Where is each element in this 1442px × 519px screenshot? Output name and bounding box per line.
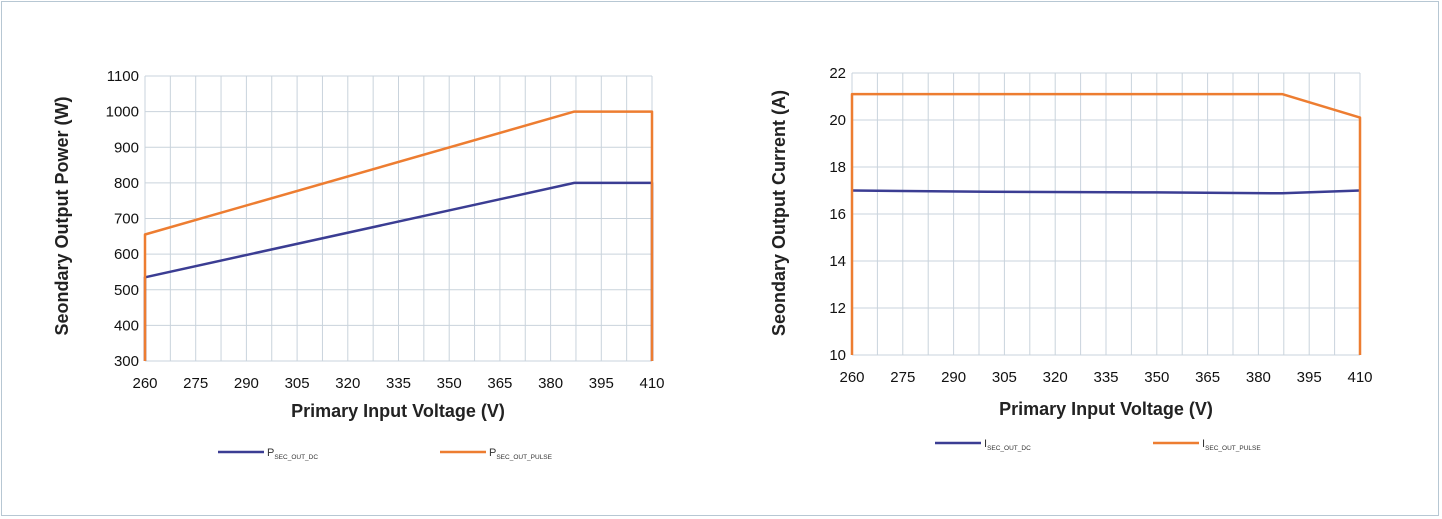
- x-tick-label: 395: [1297, 369, 1322, 386]
- y-tick-label: 600: [114, 246, 139, 263]
- x-tick-label: 350: [1144, 369, 1169, 386]
- y-axis-title: Seondary Output Power (W): [52, 96, 72, 335]
- x-tick-labels: 260 275 290 305 320 335 350 365 380 395 410: [839, 369, 1372, 386]
- series-line-sec-out-pulse: [143, 110, 654, 361]
- x-tick-label: 320: [1043, 369, 1068, 386]
- x-axis-title: Primary Input Voltage (V): [999, 399, 1213, 419]
- grid: [144, 75, 653, 362]
- x-tick-label: 335: [386, 375, 411, 392]
- legend-label: ISEC_OUT_PULSE: [1202, 438, 1261, 452]
- legend-label: PSEC_OUT_PULSE: [489, 447, 553, 461]
- y-tick-label: 22: [829, 65, 846, 82]
- legend: ISEC_OUT_DC ISEC_OUT_PULSE: [935, 438, 1261, 452]
- y-tick-label: 16: [829, 206, 846, 223]
- y-tick-label: 1000: [106, 104, 139, 121]
- x-tick-label: 350: [437, 375, 462, 392]
- series-lines: [850, 92, 1362, 355]
- y-tick-labels: 10 12 14 16 18 20 22: [829, 65, 846, 364]
- legend: PSEC_OUT_DC PSEC_OUT_PULSE: [218, 447, 553, 461]
- x-tick-label: 380: [1246, 369, 1271, 386]
- x-tick-label: 260: [839, 369, 864, 386]
- y-tick-label: 20: [829, 112, 846, 129]
- y-tick-label: 700: [114, 211, 139, 228]
- x-tick-label: 365: [1195, 369, 1220, 386]
- series-line-sec-out-dc: [851, 189, 1361, 195]
- x-axis-title: Primary Input Voltage (V): [291, 401, 505, 421]
- x-tick-label: 305: [992, 369, 1017, 386]
- y-tick-label: 14: [829, 253, 846, 270]
- y-axis-title: Seondary Output Current (A): [769, 90, 789, 336]
- y-tick-labels: 300 400 500 600 700 800 900 1000 1100: [106, 68, 139, 370]
- legend-label: PSEC_OUT_DC: [267, 447, 318, 461]
- y-tick-label: 1100: [107, 68, 139, 85]
- y-tick-label: 10: [829, 347, 846, 364]
- x-tick-labels: 260 275 290 305 320 335 350 365 380 395 410: [132, 375, 664, 392]
- y-tick-label: 400: [114, 317, 139, 334]
- series-line-sec-out-pulse: [850, 92, 1362, 355]
- x-tick-label: 275: [183, 375, 208, 392]
- x-tick-label: 260: [132, 375, 157, 392]
- x-tick-label: 290: [941, 369, 966, 386]
- legend-label: ISEC_OUT_DC: [984, 438, 1031, 452]
- x-tick-label: 275: [890, 369, 915, 386]
- x-tick-label: 410: [639, 375, 664, 392]
- y-tick-label: 800: [114, 175, 139, 192]
- y-tick-label: 900: [114, 139, 139, 156]
- chart-current: 10 12 14 16 18 20 22 260 275 290 305 320 335 350 365 3…: [769, 65, 1373, 452]
- x-tick-label: 320: [335, 375, 360, 392]
- y-tick-label: 18: [829, 159, 846, 176]
- x-tick-label: 290: [234, 375, 259, 392]
- grid: [851, 72, 1361, 356]
- y-tick-label: 12: [829, 300, 846, 317]
- series-lines: [143, 110, 654, 361]
- y-tick-label: 500: [114, 282, 139, 299]
- chart-power: 300 400 500 600 700 800 900 1000 1100 260 275 290 3…: [52, 68, 665, 461]
- x-tick-label: 395: [589, 375, 614, 392]
- x-tick-label: 365: [487, 375, 512, 392]
- x-tick-label: 305: [285, 375, 310, 392]
- x-tick-label: 410: [1347, 369, 1372, 386]
- y-tick-label: 300: [114, 353, 139, 370]
- x-tick-label: 380: [538, 375, 563, 392]
- x-tick-label: 335: [1093, 369, 1118, 386]
